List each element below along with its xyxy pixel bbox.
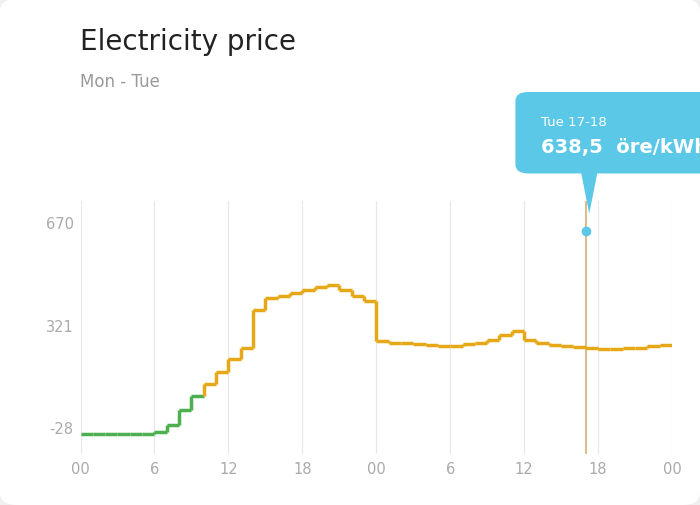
FancyBboxPatch shape	[515, 93, 700, 174]
Text: Tue 17-18: Tue 17-18	[540, 116, 606, 129]
Text: Electricity price: Electricity price	[80, 28, 297, 56]
Polygon shape	[580, 165, 599, 214]
Text: Mon - Tue: Mon - Tue	[80, 73, 160, 91]
Text: 638,5  öre/kWh: 638,5 öre/kWh	[540, 138, 700, 157]
